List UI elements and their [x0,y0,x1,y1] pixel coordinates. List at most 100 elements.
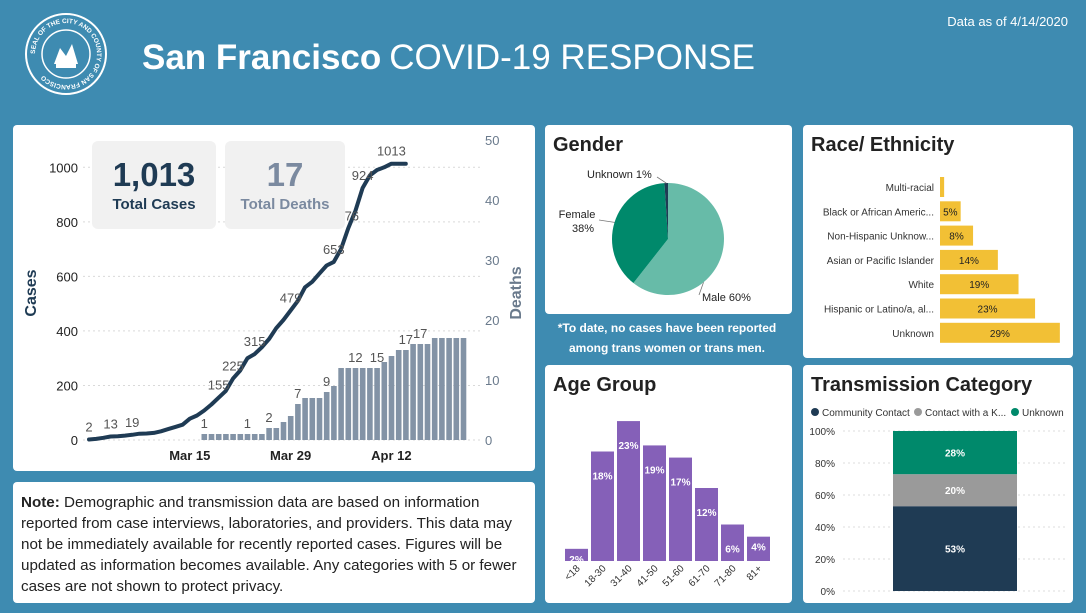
data-label: 13 [103,416,117,431]
deaths-bar [460,338,467,440]
age-value-label: 23% [618,441,638,452]
note-label: Note: [21,494,60,511]
data-label: 155 [208,378,230,393]
race-bar [940,274,1019,295]
city-name: San Francisco [142,38,382,77]
pie-label-unknown: Unknown 1% [587,169,652,181]
race-value-label: 19% [969,280,989,291]
deaths-bar [374,368,380,440]
pie-slice-male [633,183,724,295]
y-tick-label: 800 [56,215,78,230]
age-panel: Age Group 2% <18 18% 18-30 23% 31-40 19% 41-50 1… [545,365,792,603]
age-value-label: 2% [569,555,584,566]
y-tick-label: 0% [821,587,836,598]
total-cases-label: Total Cases [112,196,196,213]
y2-tick-label: 10 [485,373,499,388]
deaths-bar [316,398,323,440]
race-title: Race/ Ethnicity [811,134,955,156]
y-tick-label: 200 [56,378,78,393]
city-seal-logo: SEAL OF THE CITY AND COUNTY OF SAN FRANC… [24,12,108,96]
race-bar [940,322,1060,343]
deaths-bar [273,428,280,440]
y-tick-label: 600 [56,269,78,284]
race-category-label: White [908,280,934,291]
deaths-bar [424,344,431,440]
data-label: 17 [399,332,413,347]
deaths-bar [230,434,236,440]
data-label: 17 [413,326,427,341]
age-category-label: 18-30 [583,563,609,589]
gender-panel: Gender Male 60% Female 38% Unknown 1% [545,125,792,314]
stack-value-label: 20% [945,486,965,497]
race-bar-chart: Multi-racial Black or African Americ... 5%… [823,177,1060,343]
age-value-label: 6% [725,545,740,556]
race-value-label: 8% [949,232,964,243]
age-bar [721,524,744,561]
pie-label-male: Male 60% [702,292,751,304]
cases-line [87,161,408,442]
race-category-label: Unknown [892,329,934,340]
svg-text:SEAL OF THE CITY AND COUNTY OF: SEAL OF THE CITY AND COUNTY OF SAN FRANC… [30,18,102,90]
deaths-bar [338,368,344,440]
age-category-label: 41-50 [635,563,661,589]
race-bar [940,298,1036,319]
age-title: Age Group [553,374,657,396]
deaths-bar [295,404,301,440]
transmission-stacked-chart: Community Contact Contact with a K... Unkn… [809,408,1065,598]
race-panel: Race/ Ethnicity Multi-racial Black or Afr… [803,125,1073,358]
cases-deaths-chart: 0 200 400 600 800 1000 0 10 20 30 40 50 Cases Deaths 2… [23,133,525,463]
deaths-bar [403,350,409,440]
deaths-bar [223,434,229,440]
data-label: 2 [265,410,272,425]
age-category-label: 81+ [745,563,765,583]
deaths-bar [345,368,352,440]
age-value-label: 19% [644,465,664,476]
deaths-bar [367,368,373,440]
pie-leader-line [698,282,704,296]
gender-title: Gender [553,134,624,156]
deaths-bar [331,386,337,440]
age-value-label: 18% [592,472,612,483]
race-category-label: Hispanic or Latino/a, al... [824,305,934,316]
pie-label-female: Female [559,209,596,221]
y2-axis-label: Deaths [508,266,525,319]
total-cases-value: 1,013 [112,156,196,193]
legend-marker [811,408,819,416]
race-value-label: 29% [990,329,1010,340]
age-value-label: 4% [751,543,766,554]
y-tick-label: 80% [815,459,835,470]
deaths-bar [439,338,445,440]
deaths-bar [280,422,287,440]
data-label: 225 [222,359,244,374]
race-bar [940,225,974,246]
deaths-bar [309,398,316,440]
race-value-label: 23% [978,305,998,316]
data-label: 924 [352,168,374,183]
deaths-bar [251,434,258,440]
y2-tick-label: 30 [485,253,499,268]
data-label: 315 [244,334,266,349]
dashboard-title: San Francisco COVID-19 RESPONSE [142,38,755,78]
total-deaths-card: 17 Total Deaths [225,141,345,229]
legend-label: Community Contact [822,408,910,419]
race-value-label: 14% [959,256,979,267]
y2-tick-label: 0 [485,433,492,448]
y-tick-label: 20% [815,555,835,566]
deaths-bar [431,338,438,440]
data-label: 479 [280,290,302,305]
x-tick-label: Apr 12 [371,448,411,463]
age-value-label: 17% [670,478,690,489]
age-bar [669,457,692,561]
age-bar-chart: 2%<18 18% 18-30 23% 31-40 19% 41-50 17% 51-60 12%… [563,421,770,589]
race-category-label: Non-Hispanic Unknow... [827,232,934,243]
total-cases-card: 1,013 Total Cases [92,141,216,229]
data-label: 1 [201,416,208,431]
data-label: 9 [323,374,330,389]
y2-tick-label: 40 [485,193,499,208]
stack-segment [893,474,1017,507]
age-bar [643,445,666,561]
data-label: 12 [348,350,362,365]
age-bar [617,421,640,561]
data-label: 15 [370,350,384,365]
y-tick-label: 0 [71,433,78,448]
